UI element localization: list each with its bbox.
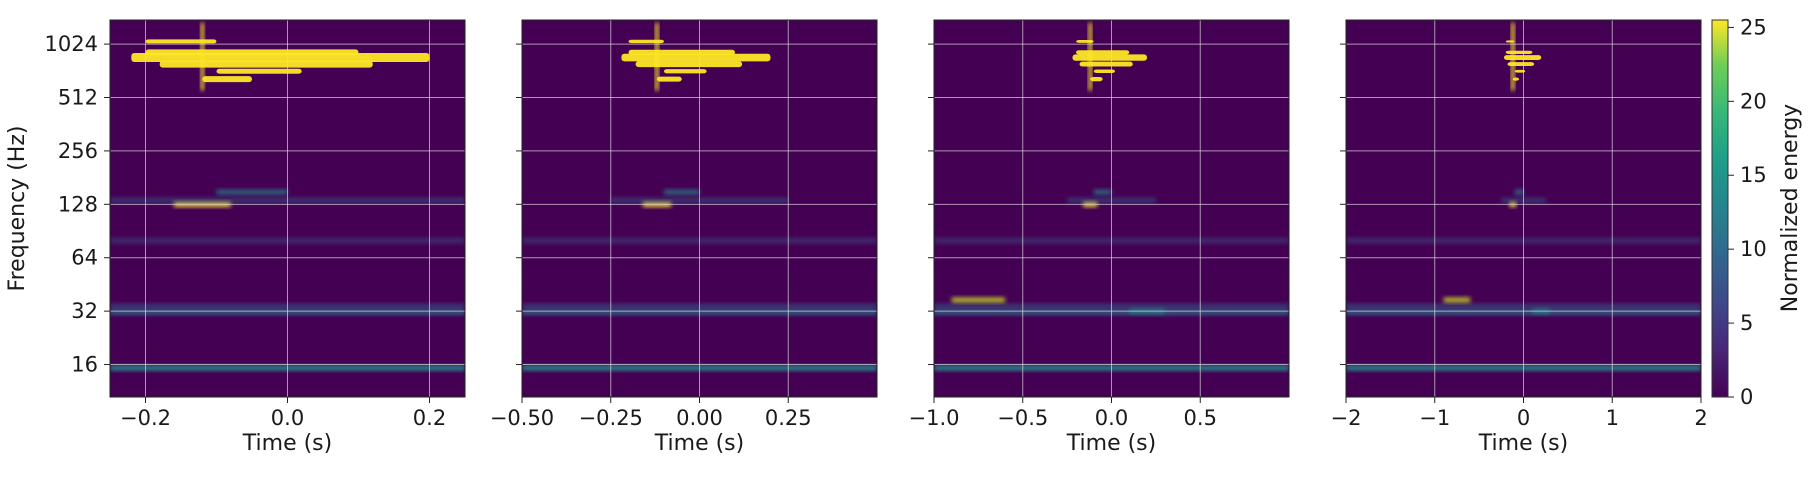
y-axis xyxy=(928,43,934,366)
y-tick-label: 512 xyxy=(58,86,98,110)
x-tick-label: −1 xyxy=(1419,406,1450,430)
colorbar-gradient xyxy=(1711,19,1729,398)
chirp-blob xyxy=(131,22,430,91)
y-tick-label: 16 xyxy=(71,353,98,377)
x-tick-label: 2 xyxy=(1694,406,1707,430)
colorbar-tick-label: 20 xyxy=(1740,89,1767,113)
x-tick-label: 0.00 xyxy=(676,406,723,430)
x-tick-label: −0.25 xyxy=(579,406,643,430)
x-tick-label: −2 xyxy=(1331,406,1362,430)
spectrogram-panel-1: −0.2 0.0 0.2 Time (s) 16 32 64 128 256 512 1024 Fre… xyxy=(5,19,466,456)
x-tick-label: −0.50 xyxy=(490,406,554,430)
y-tick-label: 1024 xyxy=(45,32,98,56)
colorbar: 0 5 10 15 20 25 Normalized energy xyxy=(1711,15,1803,409)
y-tick-label: 64 xyxy=(71,246,98,270)
x-axis: −1.0 −0.5 0.0 0.5 Time (s) xyxy=(909,397,1217,456)
x-tick-label: 0.25 xyxy=(765,406,812,430)
x-tick-label: 0.0 xyxy=(271,406,304,430)
spectrogram-panel-2: −0.50 −0.25 0.00 0.25 Time (s) xyxy=(490,19,878,456)
x-axis: −0.50 −0.25 0.00 0.25 Time (s) xyxy=(490,397,812,456)
y-axis-label: Frequency (Hz) xyxy=(5,126,30,292)
colorbar-tick-label: 5 xyxy=(1740,311,1753,335)
colorbar-tick-label: 10 xyxy=(1740,237,1767,261)
x-tick-label: 0.5 xyxy=(1184,406,1217,430)
y-tick-label: 128 xyxy=(58,192,98,216)
x-axis-label: Time (s) xyxy=(1478,431,1568,456)
x-tick-label: −0.5 xyxy=(997,406,1048,430)
x-axis-label: Time (s) xyxy=(1066,431,1156,456)
chirp-blob xyxy=(621,22,771,91)
x-tick-label: 0.0 xyxy=(1095,406,1128,430)
spectrogram-panel-4: −2 −1 0 1 2 Time (s) xyxy=(1331,19,1708,456)
x-axis-label: Time (s) xyxy=(242,431,332,456)
y-axis xyxy=(1340,43,1346,366)
colorbar-tick-label: 25 xyxy=(1740,15,1767,39)
x-tick-label: −0.2 xyxy=(120,406,171,430)
x-tick-label: 0 xyxy=(1517,406,1530,430)
spectrogram-panel-3: −1.0 −0.5 0.0 0.5 Time (s) xyxy=(909,19,1290,456)
colorbar-tick-label: 0 xyxy=(1740,385,1753,409)
grid-lines xyxy=(110,20,465,397)
chirp-blob xyxy=(1072,22,1147,91)
x-tick-label: −1.0 xyxy=(909,406,960,430)
x-axis: −0.2 0.0 0.2 Time (s) xyxy=(120,397,446,456)
colorbar-label: Normalized energy xyxy=(1778,104,1803,312)
x-axis-label: Time (s) xyxy=(654,431,744,456)
x-tick-label: 1 xyxy=(1606,406,1619,430)
x-axis: −2 −1 0 1 2 Time (s) xyxy=(1331,397,1708,456)
y-axis: 16 32 64 128 256 512 1024 Frequency (Hz) xyxy=(5,32,110,377)
chirp-blob xyxy=(1503,22,1542,91)
y-tick-label: 256 xyxy=(58,139,98,163)
grid-lines xyxy=(933,20,1289,397)
colorbar-tick-label: 15 xyxy=(1740,163,1767,187)
y-tick-label: 32 xyxy=(71,299,98,323)
x-tick-label: 0.2 xyxy=(413,406,446,430)
y-axis xyxy=(516,43,522,366)
